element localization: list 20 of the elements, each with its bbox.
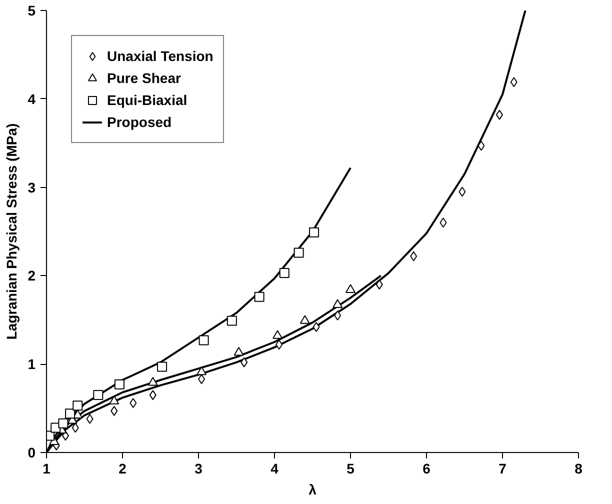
y-tick-label: 5 — [28, 2, 36, 18]
x-tick-label: 8 — [574, 460, 583, 476]
y-tick-label: 3 — [28, 179, 36, 196]
x-tick-label: 1 — [42, 460, 51, 476]
legend-label: Pure Shear — [107, 70, 181, 86]
legend-label: Unaxial Tension — [107, 48, 214, 64]
y-tick-label: 2 — [28, 268, 36, 284]
y-tick-label: 0 — [28, 444, 36, 460]
x-tick-label: 2 — [118, 460, 127, 476]
y-tick-label: 4 — [28, 90, 36, 107]
x-tick-label: 4 — [270, 460, 279, 476]
x-tick-label: 3 — [194, 460, 203, 476]
x-axis-title: λ — [308, 482, 317, 498]
y-axis-title: Lagranian Physical Stress (MPa) — [4, 123, 20, 340]
x-tick-label: 5 — [346, 460, 355, 476]
y-tick-label: 1 — [28, 356, 36, 372]
x-tick-label: 7 — [498, 460, 507, 476]
x-tick-label: 6 — [422, 460, 431, 476]
legend-label: Equi-Biaxial — [107, 92, 188, 108]
legend-label: Proposed — [107, 114, 172, 130]
